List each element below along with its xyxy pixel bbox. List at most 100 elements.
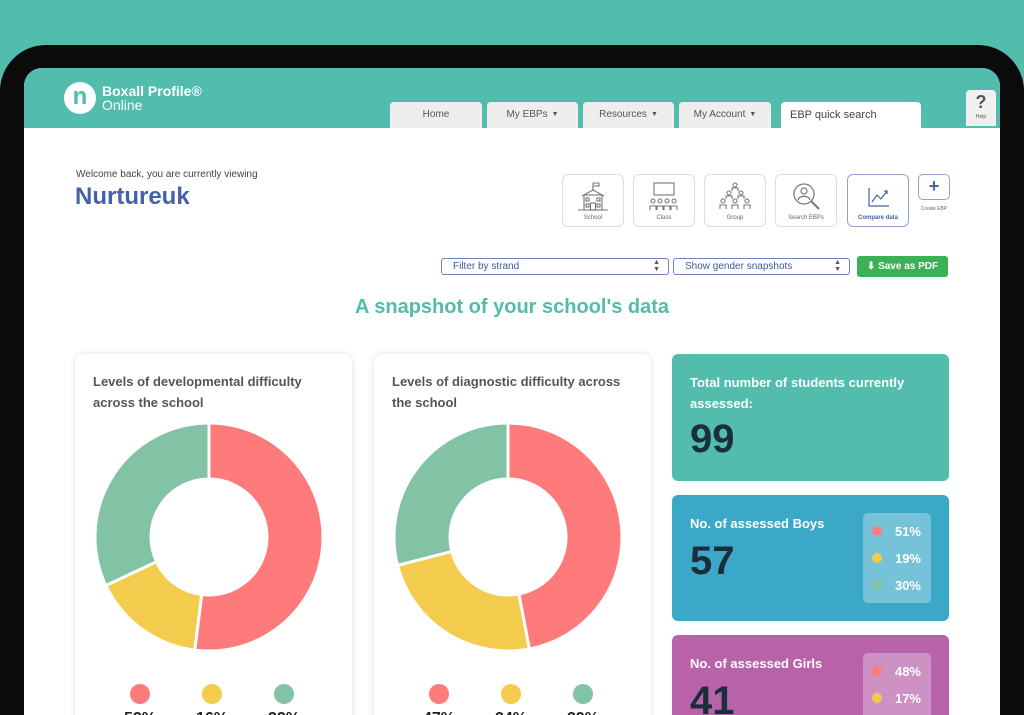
gender-snapshots-value: Show gender snapshots bbox=[685, 261, 793, 272]
top-bar: n Boxall Profile® Online Home My EBPs ▼ R… bbox=[24, 68, 1000, 128]
legend-dot-green bbox=[573, 684, 593, 704]
class-button-label: Class bbox=[656, 215, 672, 221]
dot-green bbox=[872, 580, 882, 590]
assessed-boys-label: No. of assessed Boys bbox=[690, 516, 825, 531]
total-students-value: 99 bbox=[690, 417, 735, 461]
save-as-pdf-button[interactable]: ⬇ Save as PDF bbox=[857, 256, 948, 277]
chevron-down-icon: ▼ bbox=[551, 111, 559, 118]
donut-slice-green[interactable] bbox=[393, 422, 510, 568]
class-button[interactable]: Class bbox=[633, 174, 695, 227]
select-arrows-icon: ▲ ▼ bbox=[653, 259, 660, 273]
assessed-boys-card: No. of assessed Boys 57 51% 19% 30% bbox=[672, 495, 949, 621]
legend-dot-red bbox=[429, 684, 449, 704]
compare-data-button[interactable]: Compare data bbox=[847, 174, 909, 227]
nav-my-ebps-label: My EBPs bbox=[506, 109, 548, 120]
boys-percent-green: 30% bbox=[894, 578, 921, 593]
girls-percent-row: 48% bbox=[863, 657, 931, 684]
nav-my-account-label: My Account bbox=[693, 109, 746, 120]
nav-resources[interactable]: Resources ▼ bbox=[583, 102, 674, 128]
brand-name-line1: Boxall Profile® bbox=[102, 83, 202, 99]
nav-my-account[interactable]: My Account ▼ bbox=[679, 102, 771, 128]
group-icon bbox=[719, 182, 751, 209]
dot-yellow bbox=[872, 553, 882, 563]
legend-value-red: 52% bbox=[110, 710, 170, 715]
search-ebps-button-label: Search EBPs bbox=[788, 215, 824, 221]
legend-value-green: 32% bbox=[254, 710, 314, 715]
welcome-text: Welcome back, you are currently viewing bbox=[76, 169, 258, 180]
legend-value-yellow: 24% bbox=[481, 710, 541, 715]
download-icon: ⬇ bbox=[866, 261, 876, 272]
group-button[interactable]: Group bbox=[704, 174, 766, 227]
legend-dot-green bbox=[274, 684, 294, 704]
developmental-difficulty-card: Levels of developmental difficulty acros… bbox=[75, 354, 352, 715]
create-ebp-button[interactable]: + bbox=[918, 174, 950, 200]
nav-home-label: Home bbox=[422, 109, 450, 120]
search-icon bbox=[793, 183, 820, 210]
legend-value-red: 47% bbox=[409, 710, 469, 715]
boys-percent-row: 30% bbox=[863, 571, 931, 598]
app-screen: n Boxall Profile® Online Home My EBPs ▼ R… bbox=[24, 68, 1000, 715]
diagnostic-difficulty-title: Levels of diagnostic difficulty across t… bbox=[392, 374, 621, 410]
legend-dot-yellow bbox=[202, 684, 222, 704]
diagnostic-difficulty-card: Levels of diagnostic difficulty across t… bbox=[374, 354, 651, 715]
dot-yellow bbox=[872, 693, 882, 703]
donut-slice-yellow[interactable] bbox=[395, 549, 532, 652]
brand-name-line2: Online bbox=[102, 97, 143, 113]
ebp-quick-search-input[interactable]: EBP quick search bbox=[781, 102, 921, 128]
create-ebp-label: Create EBP bbox=[920, 206, 948, 212]
girls-percent-panel: 48% 17% bbox=[863, 653, 931, 715]
assessed-girls-card: No. of assessed Girls 41 48% 17% bbox=[672, 635, 949, 715]
school-icon bbox=[578, 182, 608, 211]
boys-percent-row: 51% bbox=[863, 517, 931, 544]
developmental-difficulty-title: Levels of developmental difficulty acros… bbox=[93, 374, 302, 410]
save-as-pdf-label: Save as PDF bbox=[878, 261, 939, 272]
select-arrows-icon: ▲ ▼ bbox=[834, 259, 841, 273]
legend-dot-red bbox=[130, 684, 150, 704]
total-students-card: Total number of students currently asses… bbox=[672, 354, 949, 481]
nav-home[interactable]: Home bbox=[390, 102, 482, 128]
school-name-title: Nurtureuk bbox=[75, 183, 190, 210]
diagnostic-difficulty-donut bbox=[393, 422, 623, 652]
school-button-label: School bbox=[583, 215, 603, 221]
chevron-down-icon: ▼ bbox=[749, 111, 757, 118]
legend-value-yellow: 16% bbox=[182, 710, 242, 715]
compare-data-button-label: Compare data bbox=[857, 215, 898, 221]
boys-percent-red: 51% bbox=[894, 524, 921, 539]
help-label: Help bbox=[975, 114, 987, 120]
logo-mark-icon: n bbox=[64, 82, 96, 114]
girls-percent-yellow: 17% bbox=[894, 691, 921, 706]
boys-percent-row: 19% bbox=[863, 544, 931, 571]
dot-red bbox=[872, 526, 882, 536]
filter-by-strand-value: Filter by strand bbox=[453, 261, 520, 272]
girls-percent-red: 48% bbox=[894, 664, 921, 679]
chart-line-icon bbox=[868, 188, 889, 207]
assessed-girls-label: No. of assessed Girls bbox=[690, 656, 823, 671]
gender-snapshots-select[interactable]: Show gender snapshots ▲ ▼ bbox=[673, 258, 850, 275]
donut-slice-red[interactable] bbox=[193, 422, 324, 652]
search-ebps-button[interactable]: Search EBPs bbox=[775, 174, 837, 227]
nav-my-ebps[interactable]: My EBPs ▼ bbox=[487, 102, 578, 128]
donut-slice-green[interactable] bbox=[94, 422, 211, 588]
plus-icon: + bbox=[928, 176, 940, 196]
class-icon bbox=[649, 182, 678, 210]
brand-logo[interactable]: n Boxall Profile® Online bbox=[64, 82, 202, 114]
brand-name: Boxall Profile® Online bbox=[102, 84, 202, 112]
legend-value-green: 29% bbox=[553, 710, 613, 715]
filter-by-strand-select[interactable]: Filter by strand ▲ ▼ bbox=[441, 258, 669, 275]
help-button[interactable]: ? Help bbox=[966, 90, 996, 126]
snapshot-heading: A snapshot of your school's data bbox=[354, 296, 670, 318]
total-students-label: Total number of students currently asses… bbox=[690, 375, 905, 411]
boys-percent-panel: 51% 19% 30% bbox=[863, 513, 931, 603]
nav-resources-label: Resources bbox=[599, 109, 647, 120]
girls-percent-row: 17% bbox=[863, 684, 931, 711]
assessed-boys-value: 57 bbox=[690, 539, 735, 583]
developmental-difficulty-donut bbox=[94, 422, 324, 652]
school-button[interactable]: School bbox=[562, 174, 624, 227]
donut-slice-red[interactable] bbox=[506, 422, 623, 651]
dot-red bbox=[872, 666, 882, 676]
boys-percent-yellow: 19% bbox=[894, 551, 921, 566]
assessed-girls-value: 41 bbox=[690, 679, 735, 715]
question-mark-icon: ? bbox=[975, 92, 987, 112]
chevron-down-icon: ▼ bbox=[650, 111, 658, 118]
legend-dot-yellow bbox=[501, 684, 521, 704]
